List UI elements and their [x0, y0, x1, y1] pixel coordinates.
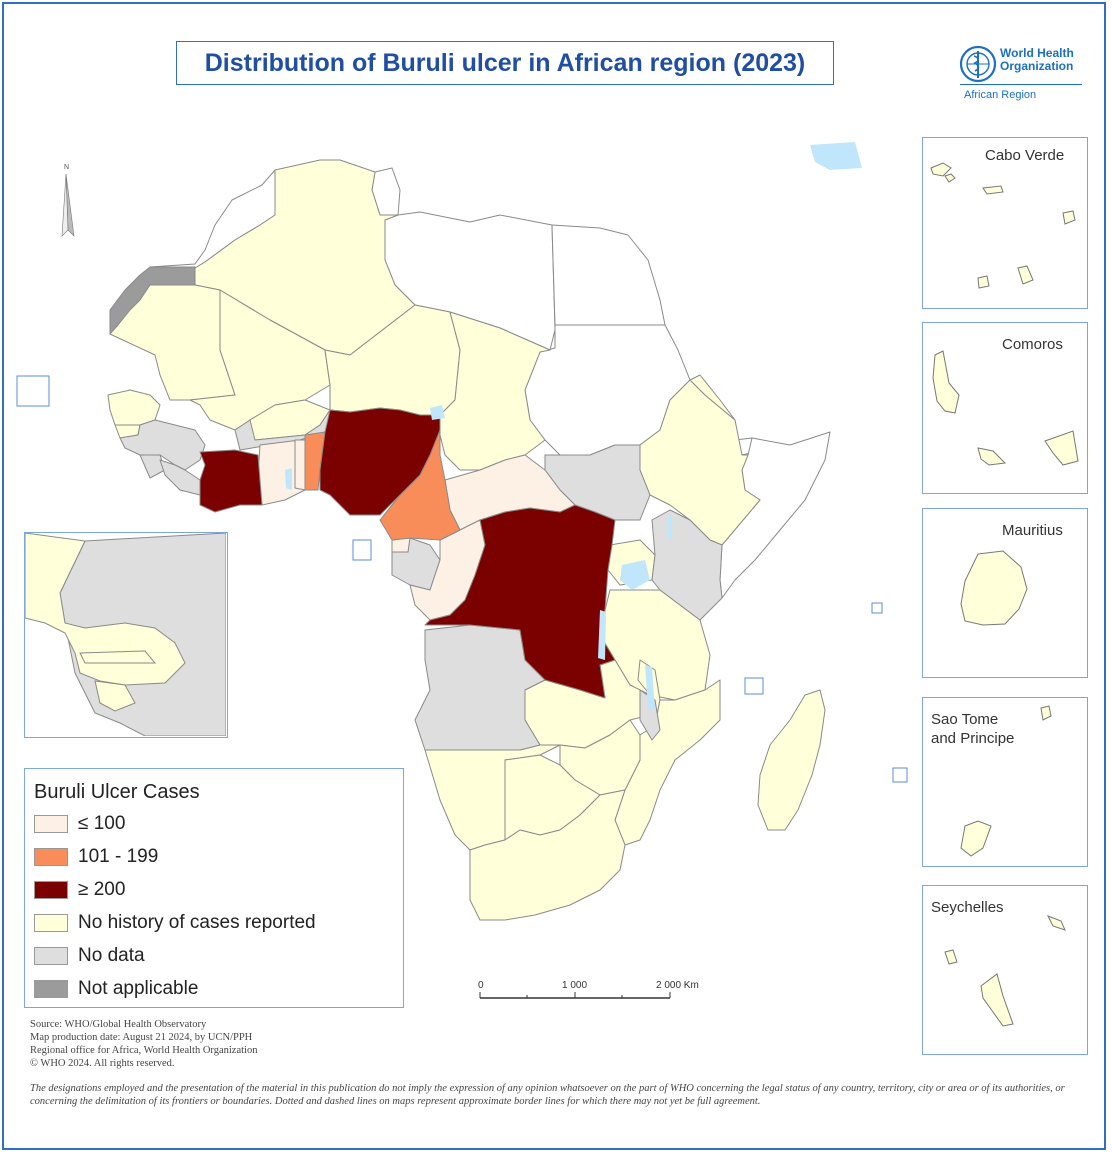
- legend-item-le100: ≤ 100: [34, 813, 125, 835]
- inset-seychelles-map: [944, 915, 1066, 1027]
- legend: Buruli Ulcer Cases ≤ 100 101 - 199 ≥ 200…: [24, 768, 404, 1008]
- country-nigeria: [319, 407, 441, 516]
- inset-sao-tome: Sao Tome and Principe: [922, 697, 1088, 867]
- country-senegal: [107, 389, 161, 426]
- scale-bar: 0 1 000 2 000 Km: [470, 978, 710, 1008]
- legend-title: Buruli Ulcer Cases: [34, 781, 200, 803]
- marker-seychelles: [871, 602, 883, 614]
- legend-swatch-no-history: [34, 914, 68, 932]
- legend-label-not-applicable: Not applicable: [78, 978, 199, 999]
- legend-label-no-data: No data: [78, 945, 145, 966]
- source-block: Source: WHO/Global Health Observatory Ma…: [30, 1018, 257, 1070]
- marker-mauritius: [892, 767, 908, 783]
- inset-comoros: Comoros: [922, 322, 1088, 494]
- legend-swatch-101-199: [34, 848, 68, 866]
- scale-tick-2000: 2 000 Km: [656, 980, 699, 991]
- map-title: Distribution of Buruli ulcer in African …: [176, 41, 834, 85]
- copyright-line: © WHO 2024. All rights reserved.: [30, 1058, 175, 1069]
- inset-west-africa-map: [25, 533, 226, 736]
- inset-mauritius-label: Mauritius: [1002, 522, 1063, 539]
- lake-volta: [285, 468, 292, 490]
- country-dr-congo: [424, 504, 616, 699]
- who-region: African Region: [964, 89, 1037, 101]
- legend-swatch-ge200: [34, 881, 68, 899]
- legend-label-le100: ≤ 100: [78, 813, 126, 834]
- inset-sao-tome-line2: and Principe: [931, 730, 1015, 747]
- inset-comoros-map: [932, 350, 1079, 466]
- legend-label-101-199: 101 - 199: [78, 846, 159, 867]
- scale-bar-line: [479, 992, 671, 999]
- scale-tick-0: 0: [478, 980, 484, 991]
- inset-gambia: [79, 650, 157, 664]
- inset-cabo-verde: Cabo Verde: [922, 137, 1088, 309]
- inset-sao-tome-line1: Sao Tome: [931, 711, 999, 728]
- country-madagascar: [757, 689, 826, 831]
- inset-sao-tome-label: Sao Tome and Principe: [931, 710, 1014, 748]
- disclaimer: The designations employed and the presen…: [30, 1083, 1065, 1107]
- inset-senegal: [25, 533, 186, 686]
- scale-tick-1000: 1 000: [562, 980, 588, 991]
- marker-comoros: [744, 677, 764, 695]
- who-name: World Health Organization: [1000, 47, 1074, 73]
- country-cote-divoire: [199, 449, 263, 513]
- legend-item-ge200: ≥ 200: [34, 879, 125, 901]
- who-logo: World Health Organization African Region: [952, 40, 1084, 110]
- who-name-line2: Organization: [1000, 59, 1074, 73]
- inset-sao-tome-map: [960, 705, 1052, 857]
- who-name-line1: World Health: [1000, 46, 1074, 60]
- inset-mauritius: Mauritius: [922, 508, 1088, 678]
- country-togo: [294, 439, 306, 491]
- lake-turkana: [668, 515, 672, 540]
- inset-mauritius-map: [960, 550, 1028, 626]
- production-date-line: Map production date: August 21 2024, by …: [30, 1032, 253, 1043]
- office-line: Regional office for Africa, World Health…: [30, 1045, 258, 1056]
- country-sierra-leone: [139, 454, 166, 479]
- legend-label-no-history: No history of cases reported: [78, 912, 316, 933]
- country-egypt: [551, 224, 666, 326]
- north-arrow-icon: N: [61, 164, 75, 237]
- marker-sao-tome: [352, 539, 372, 561]
- inset-seychelles-label: Seychelles: [931, 899, 1004, 916]
- marker-cabo-verde: [16, 375, 50, 407]
- legend-swatch-no-data: [34, 947, 68, 965]
- caspian-patch: [810, 142, 862, 170]
- lake-malawi: [645, 665, 655, 710]
- source-line: Source: WHO/Global Health Observatory: [30, 1019, 207, 1030]
- legend-item-no-history: No history of cases reported: [34, 912, 316, 934]
- legend-swatch-le100: [34, 815, 68, 833]
- country-south-africa: [469, 789, 626, 921]
- inset-comoros-label: Comoros: [1002, 336, 1063, 353]
- legend-swatch-not-applicable: [34, 980, 68, 998]
- lake-chad: [430, 405, 445, 420]
- lake-victoria: [620, 560, 650, 590]
- legend-item-no-data: No data: [34, 945, 145, 967]
- who-rule: [960, 84, 1082, 85]
- inset-guinea-bissau: [94, 680, 136, 712]
- legend-label-ge200: ≥ 200: [78, 879, 126, 900]
- lake-tanganyika: [598, 610, 606, 660]
- who-emblem-icon: [959, 45, 997, 83]
- country-eritrea: [689, 374, 736, 421]
- legend-item-101-199: 101 - 199: [34, 846, 158, 868]
- inset-west-africa: [24, 532, 228, 738]
- inset-cabo-verde-label: Cabo Verde: [985, 147, 1065, 164]
- inset-seychelles: Seychelles: [922, 885, 1088, 1055]
- inset-cabo-verde-map: [930, 162, 1076, 289]
- legend-item-not-applicable: Not applicable: [34, 978, 198, 1000]
- north-label: N: [64, 164, 69, 171]
